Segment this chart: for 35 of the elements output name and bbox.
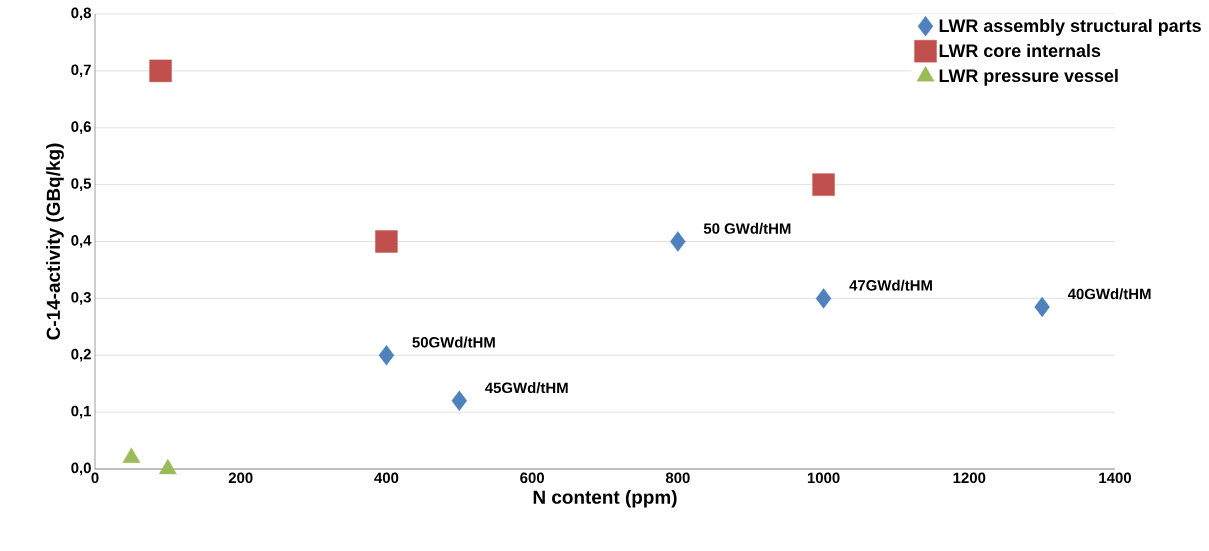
y-tick-label: 0,3 (71, 292, 91, 305)
x-tick-label: 800 (665, 472, 690, 484)
y-tick-label: 0,7 (71, 64, 91, 78)
x-axis-title: N content (ppm) (533, 489, 677, 508)
legend-label: LWR core internals (939, 43, 1101, 58)
y-tick-label: 0,6 (71, 121, 91, 135)
annotation: 50GWd/tHM (412, 336, 495, 348)
point (1034, 296, 1050, 318)
legend-label: LWR pressure vessel (939, 68, 1118, 86)
annotation: 45GWd/tHM (485, 382, 568, 394)
x-tick-label: 0 (91, 472, 99, 484)
point (815, 288, 832, 309)
x-tick-label: 1200 (953, 472, 986, 484)
point (375, 230, 398, 253)
legend-label: LWR assembly structural parts (939, 18, 1201, 36)
y-tick-label: 0,1 (71, 405, 92, 419)
x-tick-label: 400 (374, 472, 399, 484)
y-tick-label: 0,5 (71, 178, 92, 191)
x-tick-label: 1000 (807, 472, 840, 484)
y-axis-title: C-14-activity (GBq/kg) (46, 143, 64, 340)
y-tick-label: 0,8 (71, 7, 92, 21)
x-tick-label: 1400 (1099, 472, 1131, 484)
y-tick-label: 0,0 (71, 462, 91, 476)
annotation: 50 GWd/tHM (703, 222, 791, 234)
x-tick-label: 200 (228, 472, 253, 484)
annotation: 47GWd/tHM (849, 279, 932, 291)
point (451, 390, 467, 411)
point (812, 173, 835, 196)
point (378, 345, 395, 366)
point (670, 231, 686, 252)
point (149, 59, 172, 83)
y-tick-label: 0,2 (71, 348, 91, 362)
annotation: 40GWd/tHM (1067, 288, 1151, 300)
y-tick-label: 0,4 (71, 235, 92, 248)
x-tick-label: 600 (520, 472, 544, 484)
